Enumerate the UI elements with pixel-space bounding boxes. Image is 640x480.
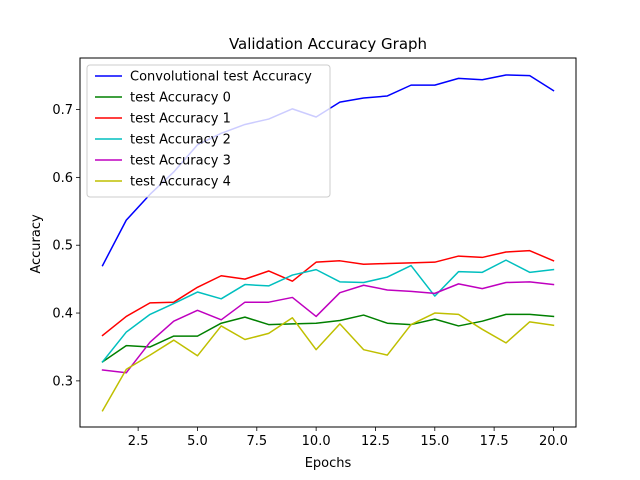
x-tick-label: 15.0 [420, 434, 449, 449]
y-axis-label: Accuracy [29, 214, 44, 274]
series-line-4 [101, 281, 555, 374]
x-tick-label: 12.5 [361, 434, 390, 449]
legend: Convolutional test Accuracy test Accuracy… [86, 64, 331, 198]
legend-label-4: test Accuracy 3 [130, 154, 231, 169]
legend-label-5: test Accuracy 4 [130, 175, 231, 190]
series-line-2 [101, 249, 555, 337]
axes: 2.5 5.0 7.5 10.0 12.5 15.0 17.5 20.0 0.3 0.4 0.5 0.… [52, 57, 577, 449]
x-tick-label: 2.5 [128, 434, 149, 449]
y-tick-label: 0.7 [52, 103, 73, 118]
axes-frame [79, 57, 577, 428]
series-line-1 [101, 313, 555, 363]
legend-label-1: test Accuracy 0 [130, 91, 231, 106]
x-tick-label: 10.0 [302, 434, 331, 449]
x-tick-label: 17.5 [480, 434, 509, 449]
x-tick-label: 7.5 [246, 434, 267, 449]
y-tick-label: 0.3 [52, 374, 73, 389]
x-axis-label: Epochs [305, 456, 352, 471]
y-tick-label: 0.6 [52, 171, 73, 186]
legend-label-0: Convolutional test Accuracy [130, 70, 312, 85]
series-line-5 [101, 312, 555, 412]
legend-box [86, 64, 331, 198]
x-tick-label: 20.0 [539, 434, 568, 449]
x-tick-label: 5.0 [187, 434, 208, 449]
y-tick-label: 0.5 [52, 239, 73, 254]
chart-title: Validation Accuracy Graph [229, 35, 427, 53]
legend-label-2: test Accuracy 1 [130, 112, 231, 127]
legend-label-3: test Accuracy 2 [130, 133, 231, 148]
series-line-3 [101, 259, 555, 363]
y-tick-label: 0.4 [52, 307, 73, 322]
